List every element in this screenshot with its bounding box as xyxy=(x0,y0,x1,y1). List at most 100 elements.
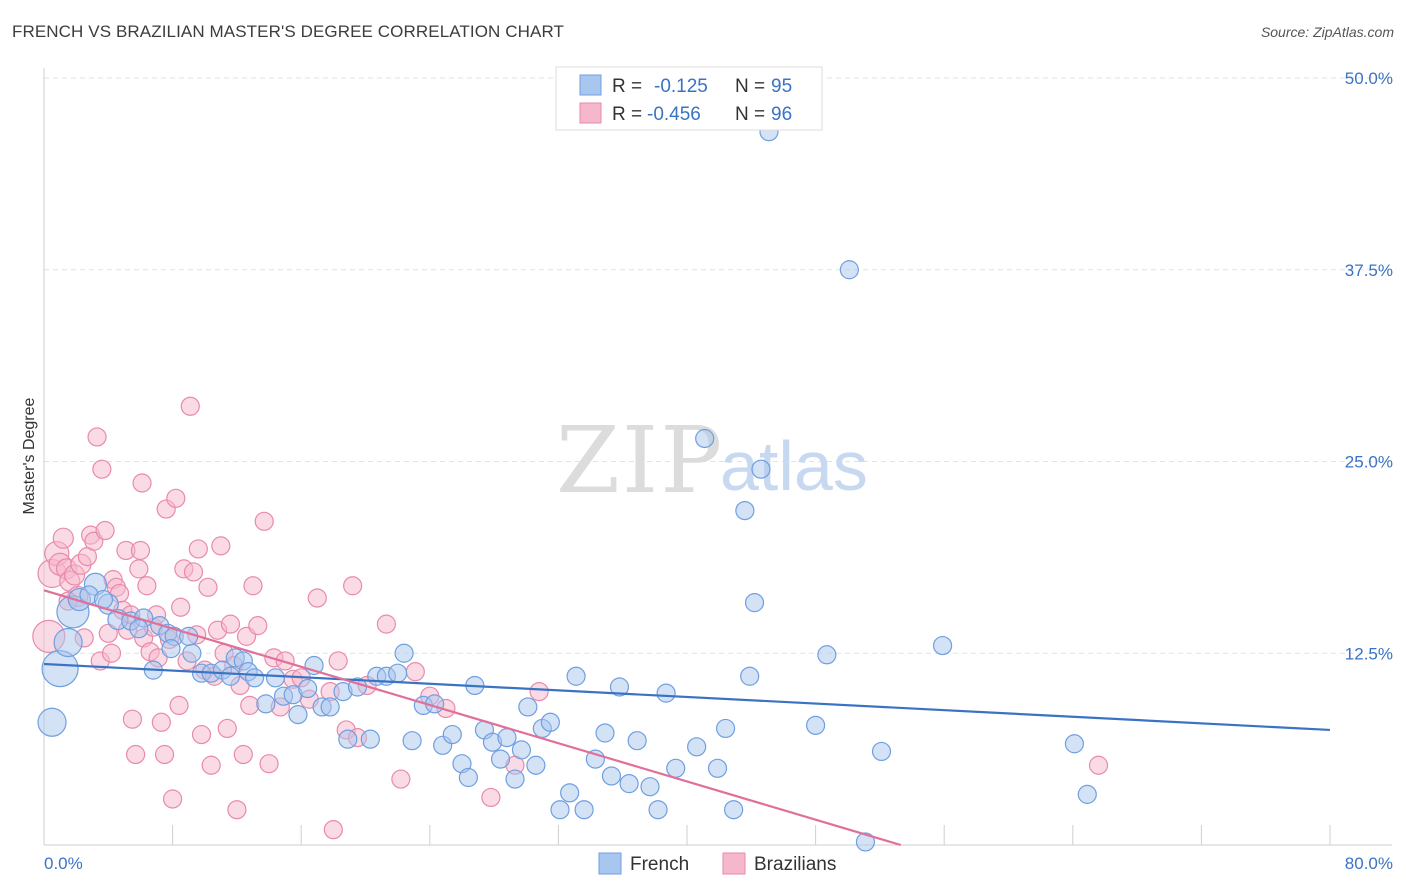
french-point-75 xyxy=(707,758,728,778)
brazilians-point-59 xyxy=(217,718,237,739)
brazilians-point-16 xyxy=(92,459,112,479)
brazilians-point-90 xyxy=(529,681,549,702)
watermark-zip: ZIP xyxy=(556,407,724,514)
brazilians-point-94 xyxy=(130,540,151,561)
french-point-86 xyxy=(855,832,876,852)
french-point-23 xyxy=(244,668,265,688)
french-point-91 xyxy=(179,626,199,646)
legend-brazilians-r-label: R = xyxy=(612,104,642,125)
french-point-74 xyxy=(695,428,715,449)
french-point-28 xyxy=(288,705,308,725)
french-point-45 xyxy=(442,724,462,745)
brazilians-point-66 xyxy=(240,695,260,716)
brazilians-point-93 xyxy=(1088,755,1109,775)
brazilians-point-27 xyxy=(122,709,143,729)
french-point-83 xyxy=(805,715,826,735)
legend-french-r-label: R = xyxy=(612,76,642,97)
bottom-legend-brazilians-label: Brazilians xyxy=(754,854,836,875)
french-point-47 xyxy=(458,767,478,788)
brazilians-point-91 xyxy=(323,820,343,840)
french-point-34 xyxy=(338,729,358,749)
brazilians-point-62 xyxy=(227,800,247,820)
french-point-84 xyxy=(817,645,837,665)
french-point-19 xyxy=(220,666,241,686)
french-point-67 xyxy=(619,774,639,794)
y-tick-label-1: 25.0% xyxy=(1345,453,1393,472)
brazilians-point-14 xyxy=(87,427,107,447)
brazilians-point-64 xyxy=(233,744,253,765)
french-point-15 xyxy=(182,643,202,663)
brazilians-point-29 xyxy=(129,559,149,579)
brazilians-point-17 xyxy=(95,520,115,541)
french-point-51 xyxy=(490,749,511,769)
y-tick-label-3: 50.0% xyxy=(1345,69,1393,88)
brazilians-point-67 xyxy=(243,576,263,596)
chart-title: FRENCH VS BRAZILIAN MASTER'S DEGREE CORR… xyxy=(12,22,564,41)
french-point-59 xyxy=(550,800,570,820)
legend-brazilians-r-value: -0.456 xyxy=(647,104,701,125)
brazilians-point-85 xyxy=(405,662,425,682)
trend-lines xyxy=(43,589,1331,847)
french-point-29 xyxy=(298,678,318,699)
brazilians-point-4 xyxy=(52,527,74,549)
french-point-72 xyxy=(666,758,686,778)
french-point-88 xyxy=(932,635,953,656)
french-point-64 xyxy=(595,723,615,743)
brazilians-point-48 xyxy=(183,562,204,582)
french-point-80 xyxy=(744,593,765,613)
brazilians-point-19 xyxy=(101,643,122,663)
french-point-53 xyxy=(505,769,525,789)
french-point-69 xyxy=(640,777,660,797)
legend-french-n-label: N = xyxy=(735,76,765,97)
brazilians-point-83 xyxy=(376,614,396,634)
brazilians-point-32 xyxy=(137,576,157,596)
french-trend-line xyxy=(43,662,1331,732)
brazilians-point-69 xyxy=(254,511,274,531)
brazilians-point-60 xyxy=(220,614,241,634)
y-axis-title: Master's Degree xyxy=(21,397,38,514)
french-point-81 xyxy=(751,459,771,479)
french-point-78 xyxy=(735,500,755,521)
french-point-60 xyxy=(560,783,580,803)
french-point-92 xyxy=(161,639,181,659)
french-point-54 xyxy=(511,740,532,760)
french-point-40 xyxy=(394,643,414,663)
french-point-66 xyxy=(609,677,630,697)
x-tick-label-1: 80.0% xyxy=(1345,854,1393,873)
legend-brazilians-n-label: N = xyxy=(735,104,765,125)
french-point-2 xyxy=(53,627,83,658)
french-point-89 xyxy=(1064,734,1085,754)
brazilians-point-38 xyxy=(154,744,175,765)
brazilians-point-28 xyxy=(126,744,146,765)
y-tick-labels: 12.5% 25.0% 37.5% 50.0% xyxy=(1345,69,1393,663)
french-point-52 xyxy=(497,728,517,748)
y-tick-label-0: 12.5% xyxy=(1345,644,1393,663)
brazilians-point-51 xyxy=(191,724,212,745)
brazilians-point-43 xyxy=(169,695,189,716)
bottom-legend-french-label: French xyxy=(630,854,689,875)
x-tick-labels: 0.0% 80.0% xyxy=(44,854,1393,873)
french-point-62 xyxy=(574,800,594,820)
brazilians-point-70 xyxy=(259,754,279,774)
french-point-71 xyxy=(656,683,676,703)
french-point-76 xyxy=(715,718,736,739)
watermark-atlas: atlas xyxy=(720,427,868,505)
bottom-legend: French Brazilians xyxy=(598,852,836,875)
legend-french-r-value: -0.125 xyxy=(654,76,708,97)
french-point-61 xyxy=(566,666,586,686)
french-point-3 xyxy=(37,707,67,737)
legend-swatch-brazilians xyxy=(579,102,602,124)
chart-source: Source: ZipAtlas.com xyxy=(1260,24,1394,40)
brazilians-point-79 xyxy=(328,651,348,671)
legend-swatch-french xyxy=(579,74,602,96)
brazilians-point-30 xyxy=(132,473,152,493)
brazilians-point-84 xyxy=(391,769,411,789)
brazilians-point-81 xyxy=(343,576,363,596)
brazilians-point-53 xyxy=(198,577,218,597)
brazilians-point-44 xyxy=(171,597,191,617)
french-point-32 xyxy=(320,697,340,717)
french-point-39 xyxy=(388,663,408,683)
brazilians-point-50 xyxy=(188,539,208,559)
brazilians-point-77 xyxy=(307,588,327,608)
brazilians-point-42 xyxy=(166,488,186,508)
